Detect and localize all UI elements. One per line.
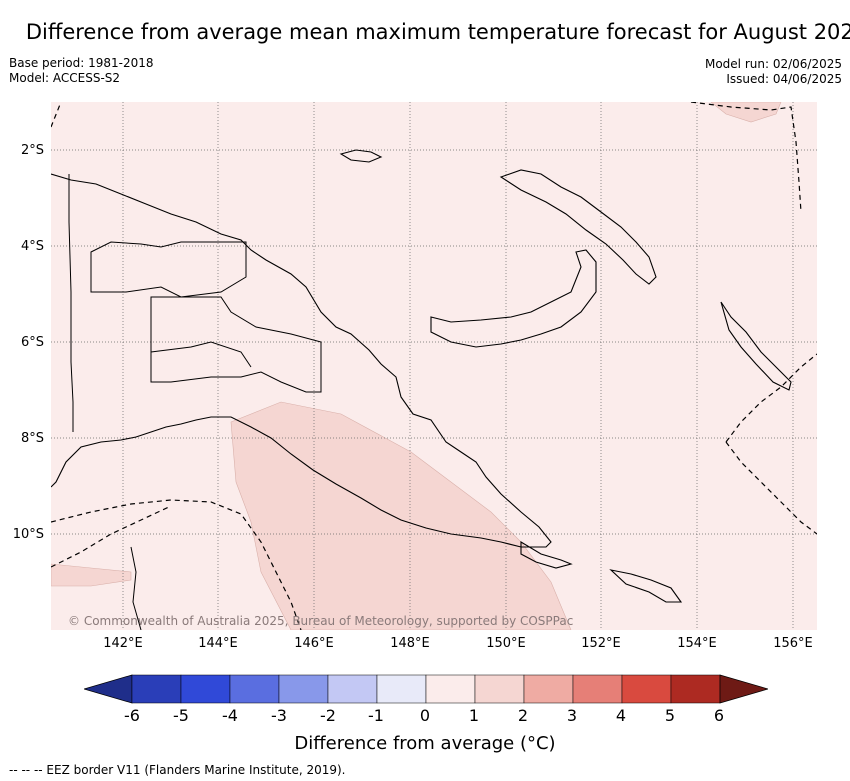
eez-borders	[51, 102, 817, 630]
cape-york-coast	[130, 546, 142, 630]
colorbar-tick: 4	[615, 706, 627, 725]
colorbar-extend-low	[84, 674, 133, 704]
issued-date: Issued: 04/06/2025	[726, 72, 842, 86]
lat-label-2s: 2°S	[20, 143, 44, 158]
anomaly-region-northeast	[710, 102, 782, 123]
lon-label-144e: 144°E	[198, 636, 238, 651]
colorbar-tick: 6	[713, 706, 725, 725]
colorbar-cell	[621, 674, 672, 704]
base-period: Base period: 1981-2018	[9, 56, 154, 70]
colorbar-tick: 1	[468, 706, 480, 725]
colorbar-cell	[229, 674, 280, 704]
colorbar-cell	[327, 674, 378, 704]
colorbar-cell	[572, 674, 623, 704]
colorbar-cell	[376, 674, 427, 704]
lon-label-146e: 146°E	[294, 636, 334, 651]
lat-label-6s: 6°S	[20, 335, 44, 350]
colorbar-tick: 2	[517, 706, 529, 725]
anomaly-region-southwest	[51, 563, 132, 587]
colorbar-tick: -1	[368, 706, 384, 725]
colorbar-tick: 0	[419, 706, 431, 725]
meta-right: Model run: 02/06/2025 Issued: 04/06/2025	[705, 57, 842, 87]
copyright-notice: © Commonwealth of Australia 2025, Bureau…	[68, 614, 574, 628]
lon-label-142e: 142°E	[103, 636, 143, 651]
colorbar-tick: -4	[222, 706, 238, 725]
meta-left: Base period: 1981-2018 Model: ACCESS-S2	[9, 56, 154, 86]
lat-label-8s: 8°S	[20, 431, 44, 446]
colorbar-cell	[670, 674, 721, 704]
gridlines	[51, 102, 817, 630]
colorbar-tick: 5	[664, 706, 676, 725]
colorbar-cell	[523, 674, 574, 704]
lon-label-148e: 148°E	[390, 636, 430, 651]
d-entrecasteaux-islands	[520, 541, 683, 603]
colorbar-tick: -2	[320, 706, 336, 725]
new-guinea-coast	[51, 173, 552, 548]
colorbar	[84, 674, 768, 704]
colorbar-tick: 3	[566, 706, 578, 725]
model-name: Model: ACCESS-S2	[9, 71, 121, 85]
lat-label-10s: 10°S	[12, 527, 44, 542]
province-borders	[90, 241, 322, 393]
new-britain-coast	[430, 249, 597, 348]
colorbar-tick: -5	[173, 706, 189, 725]
colorbar-extend-high	[719, 674, 768, 704]
manus-island	[339, 149, 383, 163]
map-svg	[51, 102, 817, 630]
lon-label-156e: 156°E	[773, 636, 813, 651]
lon-label-154e: 154°E	[677, 636, 717, 651]
colorbar-cell	[425, 674, 476, 704]
map-title: Difference from average mean maximum tem…	[25, 20, 850, 44]
anomaly-region-south	[230, 401, 572, 630]
new-ireland-coast	[499, 169, 657, 285]
lat-label-4s: 4°S	[20, 239, 44, 254]
colorbar-cell	[180, 674, 231, 704]
colorbar-cell	[474, 674, 525, 704]
coastlines	[51, 149, 792, 630]
eez-footnote: -- -- -- EEZ border V11 (Flanders Marine…	[9, 763, 346, 777]
model-run: Model run: 02/06/2025	[704, 57, 842, 71]
colorbar-tick: -6	[124, 706, 140, 725]
colorbar-label: Difference from average (°C)	[294, 733, 556, 754]
colorbar-cell	[131, 674, 182, 704]
bougainville-coast	[720, 301, 792, 391]
lon-label-150e: 150°E	[486, 636, 526, 651]
colorbar-cell	[278, 674, 329, 704]
map-panel: © Commonwealth of Australia 2025, Bureau…	[51, 102, 817, 630]
lon-label-152e: 152°E	[581, 636, 621, 651]
border-west	[68, 174, 74, 432]
colorbar-tick: -3	[271, 706, 287, 725]
